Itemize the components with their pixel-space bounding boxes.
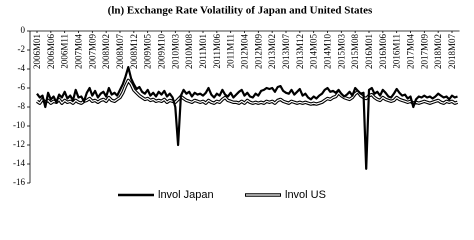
x-tick-label: 2018M02 [433, 34, 443, 69]
x-tick-label: 2015M08 [350, 34, 360, 70]
x-tick-label: 2015M03 [336, 34, 346, 70]
x-tick-label: 2012M04 [240, 34, 250, 70]
x-tick-label: 2018M07 [447, 34, 457, 70]
x-tick-label: 2008M12 [129, 34, 139, 69]
x-tick-label: 2010M08 [184, 34, 194, 70]
legend-label: lnvol US [285, 189, 326, 201]
x-tick-label: 2014M10 [323, 34, 333, 70]
x-tick-label: 2006M01 [32, 34, 42, 69]
x-tick-label: 2013M12 [295, 34, 305, 69]
x-tick-label: 2016M11 [392, 34, 402, 69]
chart-title: (ln) Exchange Rate Volatility of Japan a… [108, 5, 373, 17]
x-tick-label: 2010M03 [170, 34, 180, 70]
x-tick-label: 2013M07 [281, 34, 291, 70]
x-tick-label: 2017M04 [406, 34, 416, 70]
x-tick-label: 2016M06 [378, 34, 388, 70]
x-tick-label: 2006M11 [60, 34, 70, 69]
y-tick-label: -6 [18, 82, 26, 92]
y-tick-label: -8 [18, 101, 26, 111]
y-tick-label: -14 [13, 158, 25, 168]
x-tick-label: 2012M09 [253, 34, 263, 70]
line-highlight [36, 79, 458, 105]
x-tick-label: 2011M06 [212, 34, 222, 69]
x-tick-label: 2009M05 [143, 34, 153, 70]
x-tick-label: 2013M02 [267, 34, 277, 69]
y-tick-label: -2 [18, 44, 26, 54]
y-tick-label: -12 [13, 139, 25, 149]
x-tick-label: 2008M07 [115, 34, 125, 70]
y-tick-label: 0 [21, 25, 26, 35]
x-tick-label: 2007M04 [74, 34, 84, 70]
y-tick-label: -10 [13, 120, 25, 130]
legend-label: lnvol Japan [158, 189, 214, 201]
x-tick-label: 2017M09 [419, 34, 429, 70]
x-tick-label: 2011M11 [226, 34, 236, 68]
x-tick-label: 2009M10 [157, 34, 167, 70]
x-tick-label: 2007M09 [87, 34, 97, 70]
x-tick-label: 2014M05 [309, 34, 319, 70]
y-tick-label: -16 [13, 177, 25, 187]
y-tick-label: -4 [18, 63, 26, 73]
x-tick-label: 2016M01 [364, 34, 374, 69]
x-tick-label: 2011M01 [198, 34, 208, 69]
line-series [36, 66, 458, 170]
x-tick-label: 2006M06 [46, 34, 56, 70]
x-tick-label: 2008M02 [101, 34, 111, 69]
chart: (ln) Exchange Rate Volatility of Japan a… [13, 5, 460, 201]
